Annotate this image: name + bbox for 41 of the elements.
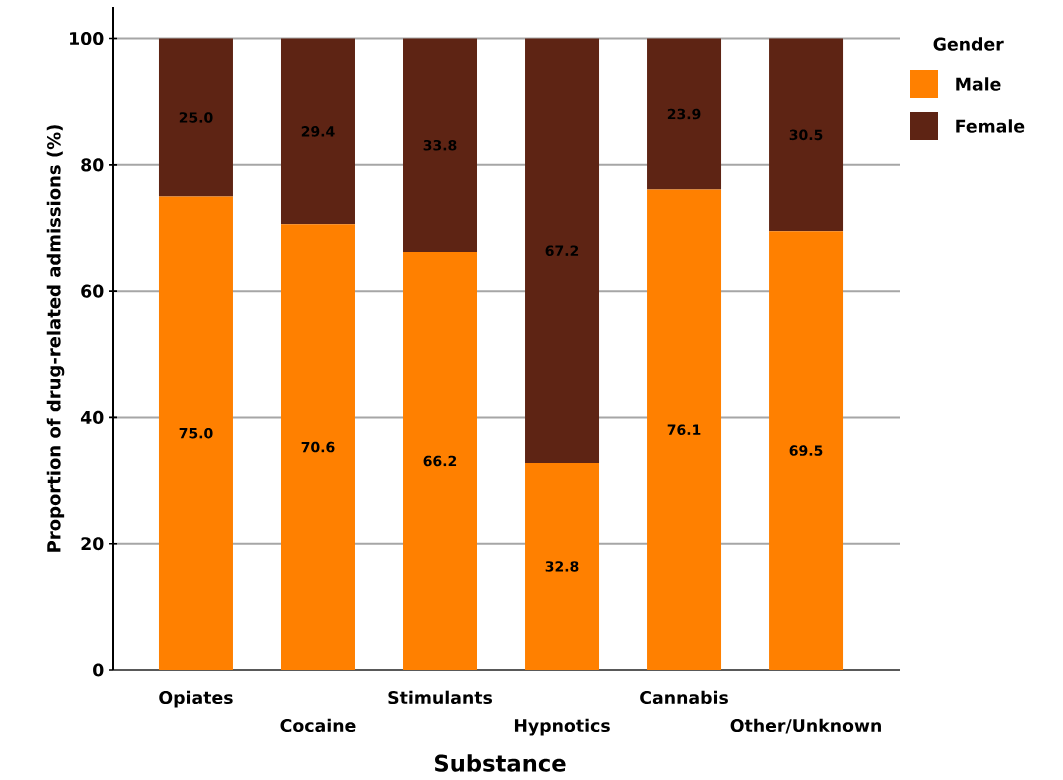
x-tick-label: Stimulants [388, 690, 493, 705]
data-label: 67.2 [545, 245, 579, 256]
y-tick-label: 0 [93, 663, 104, 677]
data-label: 66.2 [423, 455, 457, 467]
bar [280, 224, 355, 670]
y-tick-label: 60 [81, 284, 104, 298]
y-tick-label: 100 [70, 32, 104, 46]
bar [158, 38, 233, 197]
data-label: 75.0 [179, 427, 213, 439]
x-tick-label: Cocaine [280, 718, 356, 733]
data-label: 70.6 [301, 441, 335, 453]
data-label: 25.0 [179, 112, 213, 123]
data-label: 69.5 [789, 445, 823, 456]
data-label: 23.9 [667, 108, 701, 120]
bar [525, 38, 600, 463]
bar [525, 462, 600, 670]
y-tick-label: 80 [81, 158, 104, 172]
x-tick-label: Hypnotics [514, 718, 610, 736]
bar [403, 38, 478, 252]
bar [280, 38, 355, 225]
bar [403, 251, 478, 670]
y-tick-label: 20 [81, 537, 104, 551]
bar [769, 231, 844, 670]
x-tick-label: Opiates [159, 690, 233, 708]
data-label: 76.1 [667, 424, 701, 435]
data-label: 29.4 [301, 126, 335, 137]
legend-title: Gender [933, 37, 1004, 51]
x-axis-title: Substance [435, 754, 566, 772]
x-tick-label: Cannabis [640, 690, 728, 705]
data-label: 30.5 [789, 129, 823, 141]
data-label: 33.8 [423, 139, 457, 151]
data-label: 32.8 [545, 561, 579, 572]
y-axis-title: Proportion of drug-related admissions (%) [46, 125, 65, 552]
legend-label: Male [956, 77, 1001, 91]
bar [769, 38, 844, 232]
x-tick-label: Other/Unknown [730, 718, 881, 734]
bar [647, 189, 722, 670]
bar [158, 196, 233, 670]
y-tick-label: 40 [80, 410, 104, 424]
bar [647, 38, 722, 190]
legend-label: Female [956, 119, 1025, 133]
